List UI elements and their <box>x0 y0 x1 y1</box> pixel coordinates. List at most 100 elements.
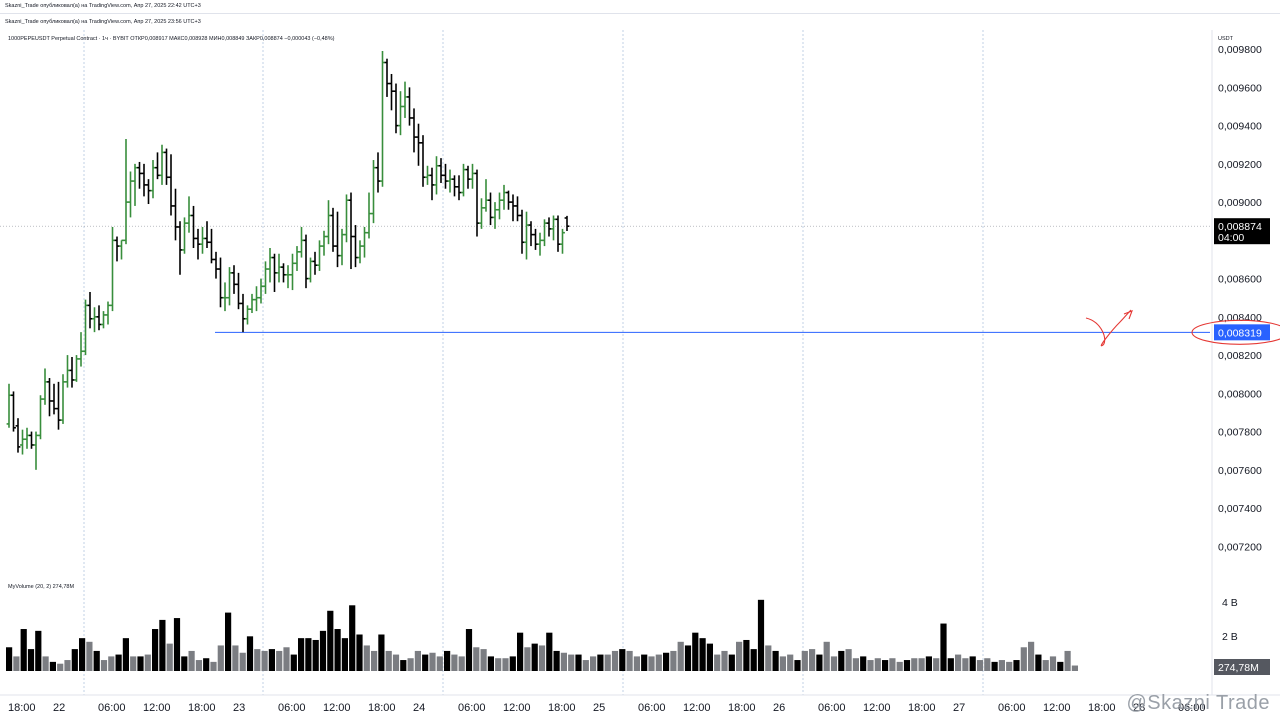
volume-bar <box>991 661 998 671</box>
volume-bar <box>27 649 35 671</box>
volume-tick-label: 4 B <box>1222 597 1238 609</box>
volume-bar <box>261 650 268 671</box>
ohlc-bar <box>177 221 183 275</box>
volume-bar <box>137 656 144 671</box>
ohlc-bar <box>384 58 390 97</box>
ohlc-bar <box>204 221 210 248</box>
volume-bar <box>144 654 151 671</box>
volume-bar <box>122 638 129 671</box>
time-tick-label: 18:00 <box>1088 702 1116 714</box>
volume-bar <box>568 654 575 671</box>
time-tick-label: 12:00 <box>1043 702 1071 714</box>
ohlc-bar <box>276 253 282 283</box>
ohlc-bar <box>60 374 66 424</box>
volume-bar <box>1064 650 1071 671</box>
annotation-arrow-path <box>1085 309 1132 347</box>
volume-bar <box>378 634 385 671</box>
price-tick-label: 0,007400 <box>1218 503 1262 515</box>
volume-bar <box>356 634 363 671</box>
ohlc-bar <box>20 429 25 455</box>
ohlc-bar <box>510 194 516 222</box>
volume-bar <box>181 656 188 671</box>
price-tick-label: 0,009400 <box>1218 121 1262 133</box>
volume-bar <box>115 654 122 671</box>
volume-bar <box>830 656 838 671</box>
volume-bar <box>517 632 524 671</box>
ohlc-bar <box>371 160 376 224</box>
volume-bar <box>560 652 567 671</box>
last-price-label: 0,008874 <box>1218 221 1262 233</box>
support-price-badge <box>1214 324 1270 341</box>
ohlc-bar <box>443 163 448 189</box>
volume-bar <box>692 632 699 671</box>
volume-bar <box>422 654 429 671</box>
ohlc-bar <box>101 311 106 329</box>
volume-bar <box>225 612 232 671</box>
ohlc-bar <box>294 246 300 271</box>
volume-bar <box>933 658 940 671</box>
ohlc-bar <box>344 194 349 243</box>
volume-bar <box>254 649 261 671</box>
price-axis: 0,009800 0,009600 0,009400 0,009200 0,009000… <box>1218 44 1262 553</box>
ohlc-bar <box>519 209 525 254</box>
time-tick-label: 06:00 <box>278 702 306 714</box>
watermark: @Skazni Trade <box>1126 692 1270 714</box>
time-tick-label: 23 <box>233 702 245 714</box>
volume-bar <box>480 649 487 671</box>
volume-bar <box>794 660 801 671</box>
volume-bar <box>35 630 42 671</box>
time-tick-label: 18:00 <box>908 702 936 714</box>
ohlc-bar <box>479 198 484 229</box>
volume-bar <box>495 658 502 671</box>
volume-bar <box>217 645 224 671</box>
publish-info-line-2: Skazni_Trade опубликовал(а) на TradingVi… <box>5 19 201 25</box>
volume-bar <box>998 660 1005 671</box>
volume-bar <box>531 643 538 671</box>
ohlc-bar <box>546 217 552 237</box>
ohlc-series <box>6 51 570 470</box>
time-tick-label: 27 <box>953 702 965 714</box>
ohlc-bar <box>285 265 291 289</box>
ohlc-bar <box>11 391 16 432</box>
ohlc-bar <box>425 165 430 185</box>
ohlc-bar <box>465 165 471 189</box>
volume-bar <box>1013 660 1020 671</box>
volume-bar <box>626 650 633 671</box>
ohlc-bar <box>326 200 331 245</box>
ohlc-bar <box>209 228 214 264</box>
ohlc-bar <box>375 152 381 193</box>
volume-bar <box>305 638 312 671</box>
volume-bar <box>911 658 918 671</box>
ohlc-bar <box>524 211 529 260</box>
volume-bar <box>334 629 341 671</box>
volume-bar <box>925 656 932 671</box>
ohlc-bar <box>249 293 255 314</box>
ohlc-bar <box>132 163 138 206</box>
ohlc-bar <box>29 431 34 449</box>
volume-bar <box>706 643 713 671</box>
volume-bar <box>648 656 655 671</box>
volume-bar <box>619 649 626 671</box>
ohlc-bar <box>263 261 268 294</box>
volume-bar <box>918 658 925 671</box>
ohlc-bar <box>150 160 156 199</box>
ohlc-bar <box>438 158 444 183</box>
volume-bar <box>633 656 640 671</box>
ohlc-bar <box>222 282 228 312</box>
volume-bar <box>655 654 662 671</box>
ohlc-bar <box>105 301 111 325</box>
ohlc-bar <box>416 123 421 166</box>
volume-bar <box>779 656 786 671</box>
price-tick-label: 0,009800 <box>1218 44 1262 56</box>
ohlc-bar <box>299 226 304 258</box>
volume-bar <box>429 652 436 671</box>
ohlc-bar <box>551 215 556 241</box>
volume-bar <box>582 660 589 671</box>
ohlc-bar <box>24 427 30 449</box>
ohlc-bar <box>456 175 462 201</box>
volume-bar <box>743 639 750 671</box>
volume-bar <box>969 656 976 671</box>
volume-bar <box>597 654 604 671</box>
ohlc-bar <box>357 240 363 264</box>
